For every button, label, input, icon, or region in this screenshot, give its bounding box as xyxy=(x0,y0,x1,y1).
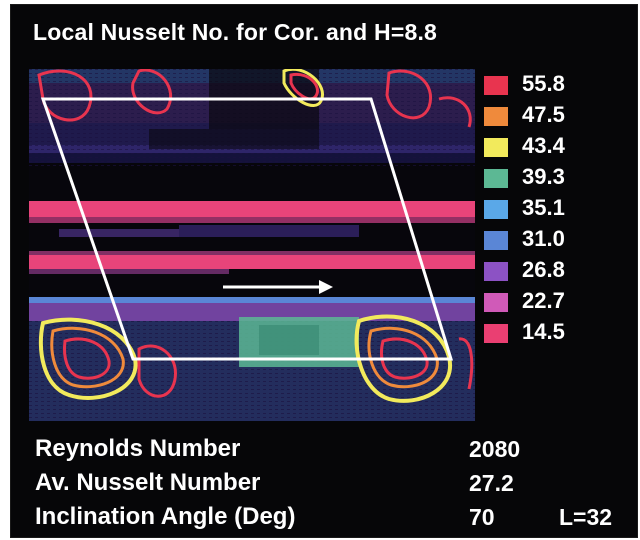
legend-value: 22.7 xyxy=(522,288,565,313)
inclination-angle-value: 70 xyxy=(469,504,495,530)
legend-swatch xyxy=(484,169,508,188)
middle-contour-stripes xyxy=(29,201,475,274)
legend-swatch xyxy=(484,200,508,219)
figure-panel: Local Nusselt No. for Cor. and H=8.8 xyxy=(10,4,638,538)
legend-swatch xyxy=(484,107,508,126)
legend-value: 55.8 xyxy=(522,71,565,96)
length-value: L=32 xyxy=(559,504,613,530)
lower-contour-band xyxy=(29,297,475,421)
legend-swatch xyxy=(484,231,508,250)
nusselt-contour-plot xyxy=(29,69,475,421)
average-nusselt-value: 27.2 xyxy=(469,470,514,496)
reynolds-number-label: Reynolds Number xyxy=(35,435,241,462)
legend-item: 22.7 xyxy=(484,286,624,316)
legend-item: 43.4 xyxy=(484,131,624,161)
legend-item: 55.8 xyxy=(484,69,624,99)
inclination-angle-label: Inclination Angle (Deg) xyxy=(35,503,296,530)
legend-value: 35.1 xyxy=(522,195,565,220)
legend-swatch xyxy=(484,324,508,343)
legend-value: 31.0 xyxy=(522,226,565,251)
legend-item: 39.3 xyxy=(484,162,624,192)
legend-value: 39.3 xyxy=(522,164,565,189)
legend-item: 35.1 xyxy=(484,193,624,223)
legend-swatch xyxy=(484,293,508,312)
legend-value: 43.4 xyxy=(522,133,565,158)
legend-item: 26.8 xyxy=(484,255,624,285)
legend-value: 26.8 xyxy=(522,257,565,282)
figure-title: Local Nusselt No. for Cor. and H=8.8 xyxy=(33,19,438,45)
legend-swatch xyxy=(484,138,508,157)
legend-item: 47.5 xyxy=(484,100,624,130)
legend-item: 31.0 xyxy=(484,224,624,254)
upper-contour-band xyxy=(29,69,475,169)
legend-value: 47.5 xyxy=(522,102,565,127)
legend-swatch xyxy=(484,262,508,281)
legend-swatch xyxy=(484,76,508,95)
reynolds-number-value: 2080 xyxy=(469,436,521,462)
inclined-sample-outline xyxy=(40,97,454,361)
legend-value: 14.5 xyxy=(522,319,565,344)
legend-item: 14.5 xyxy=(484,317,624,347)
flow-arrow-icon xyxy=(223,280,333,294)
average-nusselt-label: Av. Nusselt Number xyxy=(35,469,261,496)
